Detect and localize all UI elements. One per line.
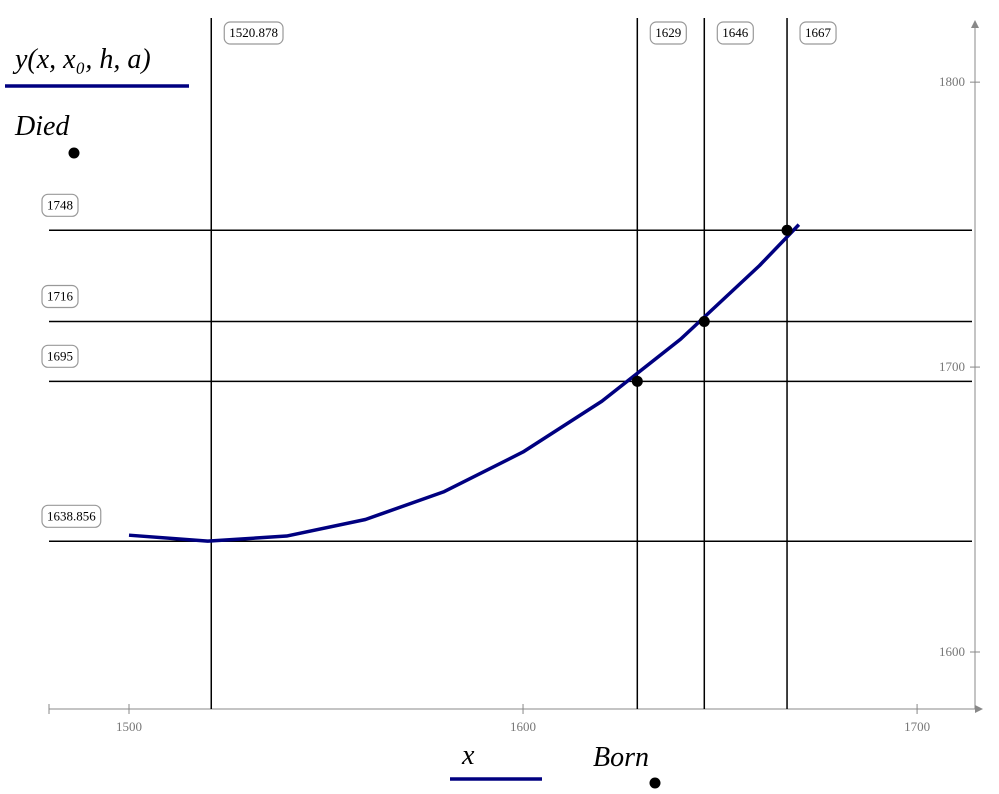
marker-label: 1520.878	[229, 25, 278, 40]
marker-label-box	[41, 504, 102, 528]
y-axis-label: Died	[14, 111, 70, 142]
marker-label-box	[41, 193, 79, 217]
marker-label-box	[41, 344, 79, 368]
x-axis-arrow	[975, 705, 983, 713]
marker-label: 1638.856	[47, 508, 96, 523]
marker-label: 1716	[47, 288, 74, 303]
marker-label: 1667	[805, 25, 832, 40]
marker-label: 1748	[47, 197, 73, 212]
marker-label: 1629	[655, 25, 681, 40]
y-tick-label: 1600	[939, 644, 965, 659]
legend-label: y(x, x₀, h, a)	[12, 44, 151, 75]
legend-marker	[649, 777, 661, 789]
marker-label-box	[223, 21, 284, 45]
y-axis-arrow	[971, 20, 979, 28]
marker-label-box	[649, 21, 687, 45]
marker-label-box	[799, 21, 837, 45]
x-tick-label: 1700	[904, 719, 930, 734]
y-tick-label: 1700	[939, 359, 965, 374]
marker-label: 1646	[722, 25, 749, 40]
data-point	[631, 375, 643, 387]
x-axis-label: x	[461, 740, 475, 771]
marker-label-box	[716, 21, 754, 45]
x-tick-label: 1500	[116, 719, 142, 734]
data-point	[781, 224, 793, 236]
x-axis-label-2: Born	[593, 742, 649, 773]
data-point	[698, 315, 710, 327]
series-line	[128, 223, 801, 543]
x-tick-label: 1600	[510, 719, 536, 734]
marker-label: 1695	[47, 348, 73, 363]
marker-label-box	[41, 284, 79, 309]
legend-marker	[68, 147, 80, 159]
y-tick-label: 1800	[939, 74, 965, 89]
